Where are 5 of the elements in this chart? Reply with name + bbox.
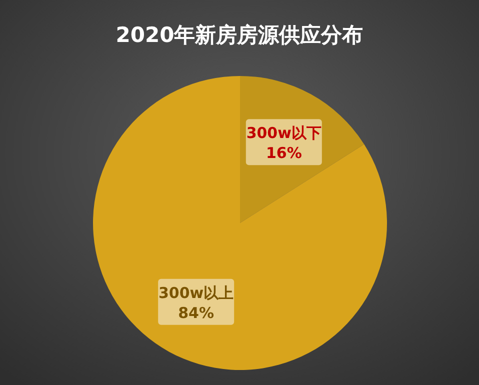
slice-label: 300w以下 [246,124,322,142]
chart-title: 2020年新房房源供应分布 [116,23,364,47]
data-label: 84% [178,304,214,322]
data-label: 16% [266,144,302,162]
slice-label: 300w以上 [158,284,234,302]
